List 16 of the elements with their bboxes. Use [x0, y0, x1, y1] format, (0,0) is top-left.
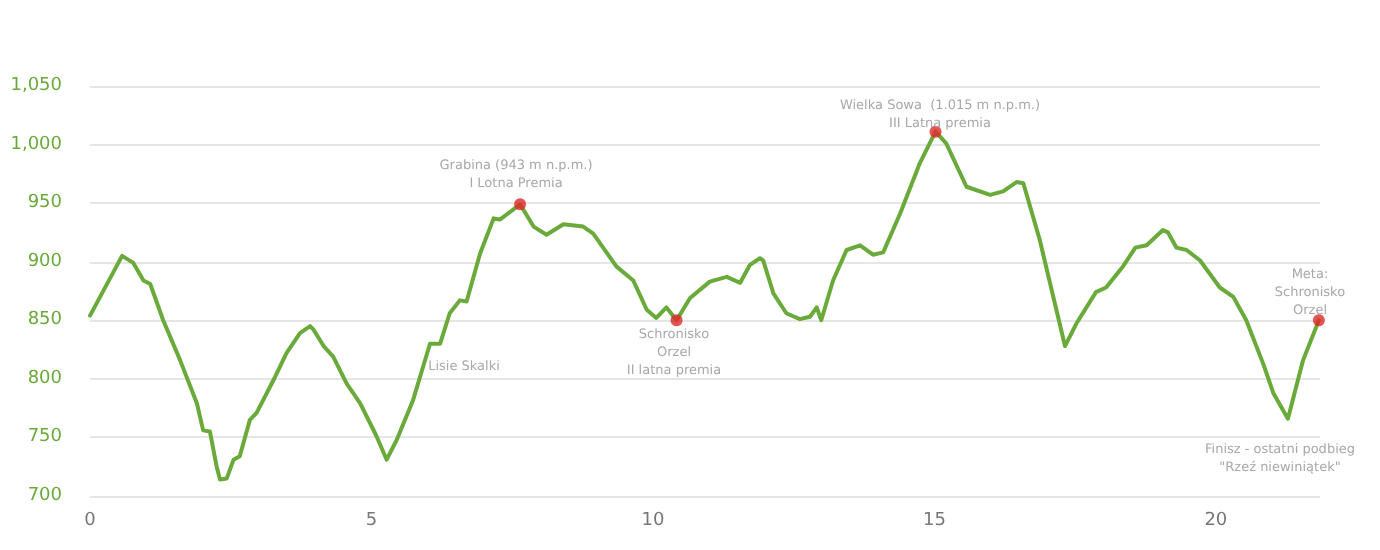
y-tick-label: 900 — [27, 251, 63, 272]
x-tick-label: 15 — [922, 511, 946, 531]
y-tick-label: 700 — [27, 486, 63, 506]
point — [1312, 314, 1325, 327]
y-tick-label: 1,050 — [10, 76, 63, 96]
x-tick-label: 20 — [1204, 511, 1228, 531]
x-tick-label: 10 — [641, 511, 665, 531]
point — [670, 314, 683, 327]
y-tick-label: 950 — [27, 193, 63, 214]
point — [514, 198, 527, 211]
x-tick-label: 0 — [84, 511, 97, 531]
y-tick-label: 750 — [27, 427, 63, 448]
x-tick-label: 5 — [365, 511, 378, 531]
y-tick-label: 850 — [27, 310, 63, 331]
y-tick-label: 1,000 — [10, 134, 63, 155]
y-tick-label: 800 — [27, 368, 63, 389]
